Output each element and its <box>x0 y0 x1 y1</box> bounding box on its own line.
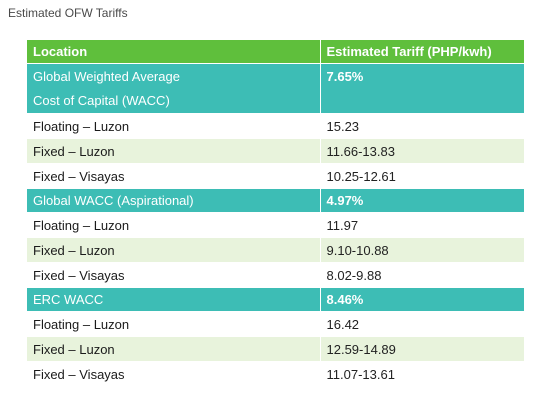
group-row-global-wacc: Global Weighted Average Cost of Capital … <box>27 63 524 114</box>
location-cell: Floating – Luzon <box>27 212 320 238</box>
group-name-line-2: Cost of Capital (WACC) <box>33 93 170 108</box>
location-cell: Fixed – Luzon <box>27 138 320 164</box>
header-estimated-tariff: Estimated Tariff (PHP/kwh) <box>319 40 524 64</box>
group-row-erc-wacc: ERC WACC 8.46% <box>27 287 524 312</box>
location-cell: Fixed – Visayas <box>27 262 320 288</box>
table-row: Fixed – Visayas 10.25-12.61 <box>27 163 524 189</box>
location-cell: Fixed – Luzon <box>27 336 320 362</box>
group-value: 4.97% <box>319 188 524 213</box>
group-name: Global WACC (Aspirational) <box>27 188 320 213</box>
group-name: Global Weighted Average Cost of Capital … <box>27 63 320 114</box>
group-name: ERC WACC <box>27 287 320 312</box>
location-cell: Fixed – Visayas <box>27 163 320 189</box>
table-caption: Estimated OFW Tariffs <box>8 6 128 20</box>
table-row: Fixed – Luzon 9.10-10.88 <box>27 237 524 263</box>
tariff-cell: 12.59-14.89 <box>319 336 524 362</box>
tariff-cell: 11.66-13.83 <box>319 138 524 164</box>
tariff-cell: 8.02-9.88 <box>319 262 524 288</box>
location-cell: Fixed – Luzon <box>27 237 320 263</box>
tariff-cell: 11.07-13.61 <box>319 361 524 387</box>
table-header-row: Location Estimated Tariff (PHP/kwh) <box>27 40 524 64</box>
table-row: Fixed – Luzon 11.66-13.83 <box>27 138 524 164</box>
location-cell: Floating – Luzon <box>27 113 320 139</box>
location-cell: Floating – Luzon <box>27 311 320 337</box>
tariff-cell: 11.97 <box>319 212 524 238</box>
table-row: Floating – Luzon 11.97 <box>27 212 524 238</box>
table-row: Floating – Luzon 16.42 <box>27 311 524 337</box>
group-value: 8.46% <box>319 287 524 312</box>
tariff-cell: 16.42 <box>319 311 524 337</box>
header-location: Location <box>27 40 320 64</box>
location-cell: Fixed – Visayas <box>27 361 320 387</box>
group-row-global-wacc-aspirational: Global WACC (Aspirational) 4.97% <box>27 188 524 213</box>
tariff-cell: 9.10-10.88 <box>319 237 524 263</box>
group-value-text: 7.65% <box>326 69 364 84</box>
tariff-table: Location Estimated Tariff (PHP/kwh) Glob… <box>27 40 524 387</box>
group-name-line-1: Global Weighted Average <box>33 69 180 84</box>
group-value: 7.65% <box>319 63 524 114</box>
table-row: Fixed – Luzon 12.59-14.89 <box>27 336 524 362</box>
tariff-cell: 10.25-12.61 <box>319 163 524 189</box>
table-row: Fixed – Visayas 8.02-9.88 <box>27 262 524 288</box>
table-row: Floating – Luzon 15.23 <box>27 113 524 139</box>
table-row: Fixed – Visayas 11.07-13.61 <box>27 361 524 387</box>
tariff-cell: 15.23 <box>319 113 524 139</box>
